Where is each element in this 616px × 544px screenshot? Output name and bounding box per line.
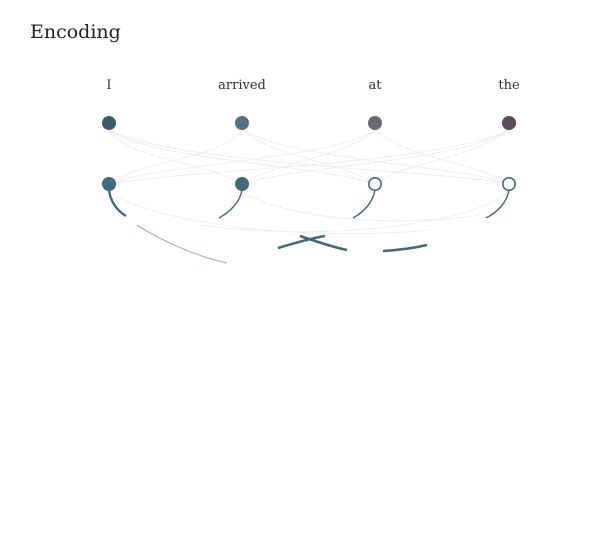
top-node-0 bbox=[102, 116, 116, 130]
decoder-arc-a bbox=[277, 234, 326, 250]
faint-line bbox=[241, 129, 376, 185]
output-line-0 bbox=[107, 189, 127, 218]
bottom-nodes bbox=[102, 177, 516, 192]
faint-line bbox=[108, 129, 376, 185]
decoder-arc-light bbox=[136, 224, 228, 264]
top-node-3 bbox=[502, 116, 516, 130]
decoder-arc-c bbox=[382, 243, 428, 253]
faint-line bbox=[374, 129, 510, 185]
output-line-1 bbox=[218, 189, 243, 219]
faint-line bbox=[241, 129, 510, 185]
output-line-3 bbox=[485, 189, 510, 219]
top-nodes bbox=[102, 116, 516, 130]
token-label-1: arrived bbox=[218, 78, 266, 93]
bottom-node-3 bbox=[501, 177, 516, 192]
bottom-node-2 bbox=[367, 177, 382, 192]
faint-line bbox=[241, 129, 376, 185]
faint-line bbox=[108, 129, 510, 185]
output-lines bbox=[107, 189, 510, 264]
bottom-node-0 bbox=[102, 177, 116, 191]
bottom-node-1 bbox=[235, 177, 249, 191]
output-line-2 bbox=[352, 189, 376, 219]
faint-line bbox=[199, 191, 510, 233]
faint-line bbox=[241, 129, 510, 185]
faint-line bbox=[108, 129, 243, 185]
faint-line bbox=[108, 191, 431, 235]
top-node-1 bbox=[235, 116, 249, 130]
faint-attention-lines bbox=[108, 129, 510, 235]
token-label-3: the bbox=[498, 78, 520, 93]
top-node-2 bbox=[368, 116, 382, 130]
faint-line bbox=[108, 129, 376, 185]
faint-line bbox=[108, 129, 243, 185]
diagram-title: Encoding bbox=[30, 21, 121, 43]
decoder-arc-b bbox=[299, 234, 348, 252]
token-label-2: at bbox=[368, 78, 382, 93]
faint-line bbox=[241, 191, 481, 222]
token-label-0: I bbox=[106, 78, 112, 93]
